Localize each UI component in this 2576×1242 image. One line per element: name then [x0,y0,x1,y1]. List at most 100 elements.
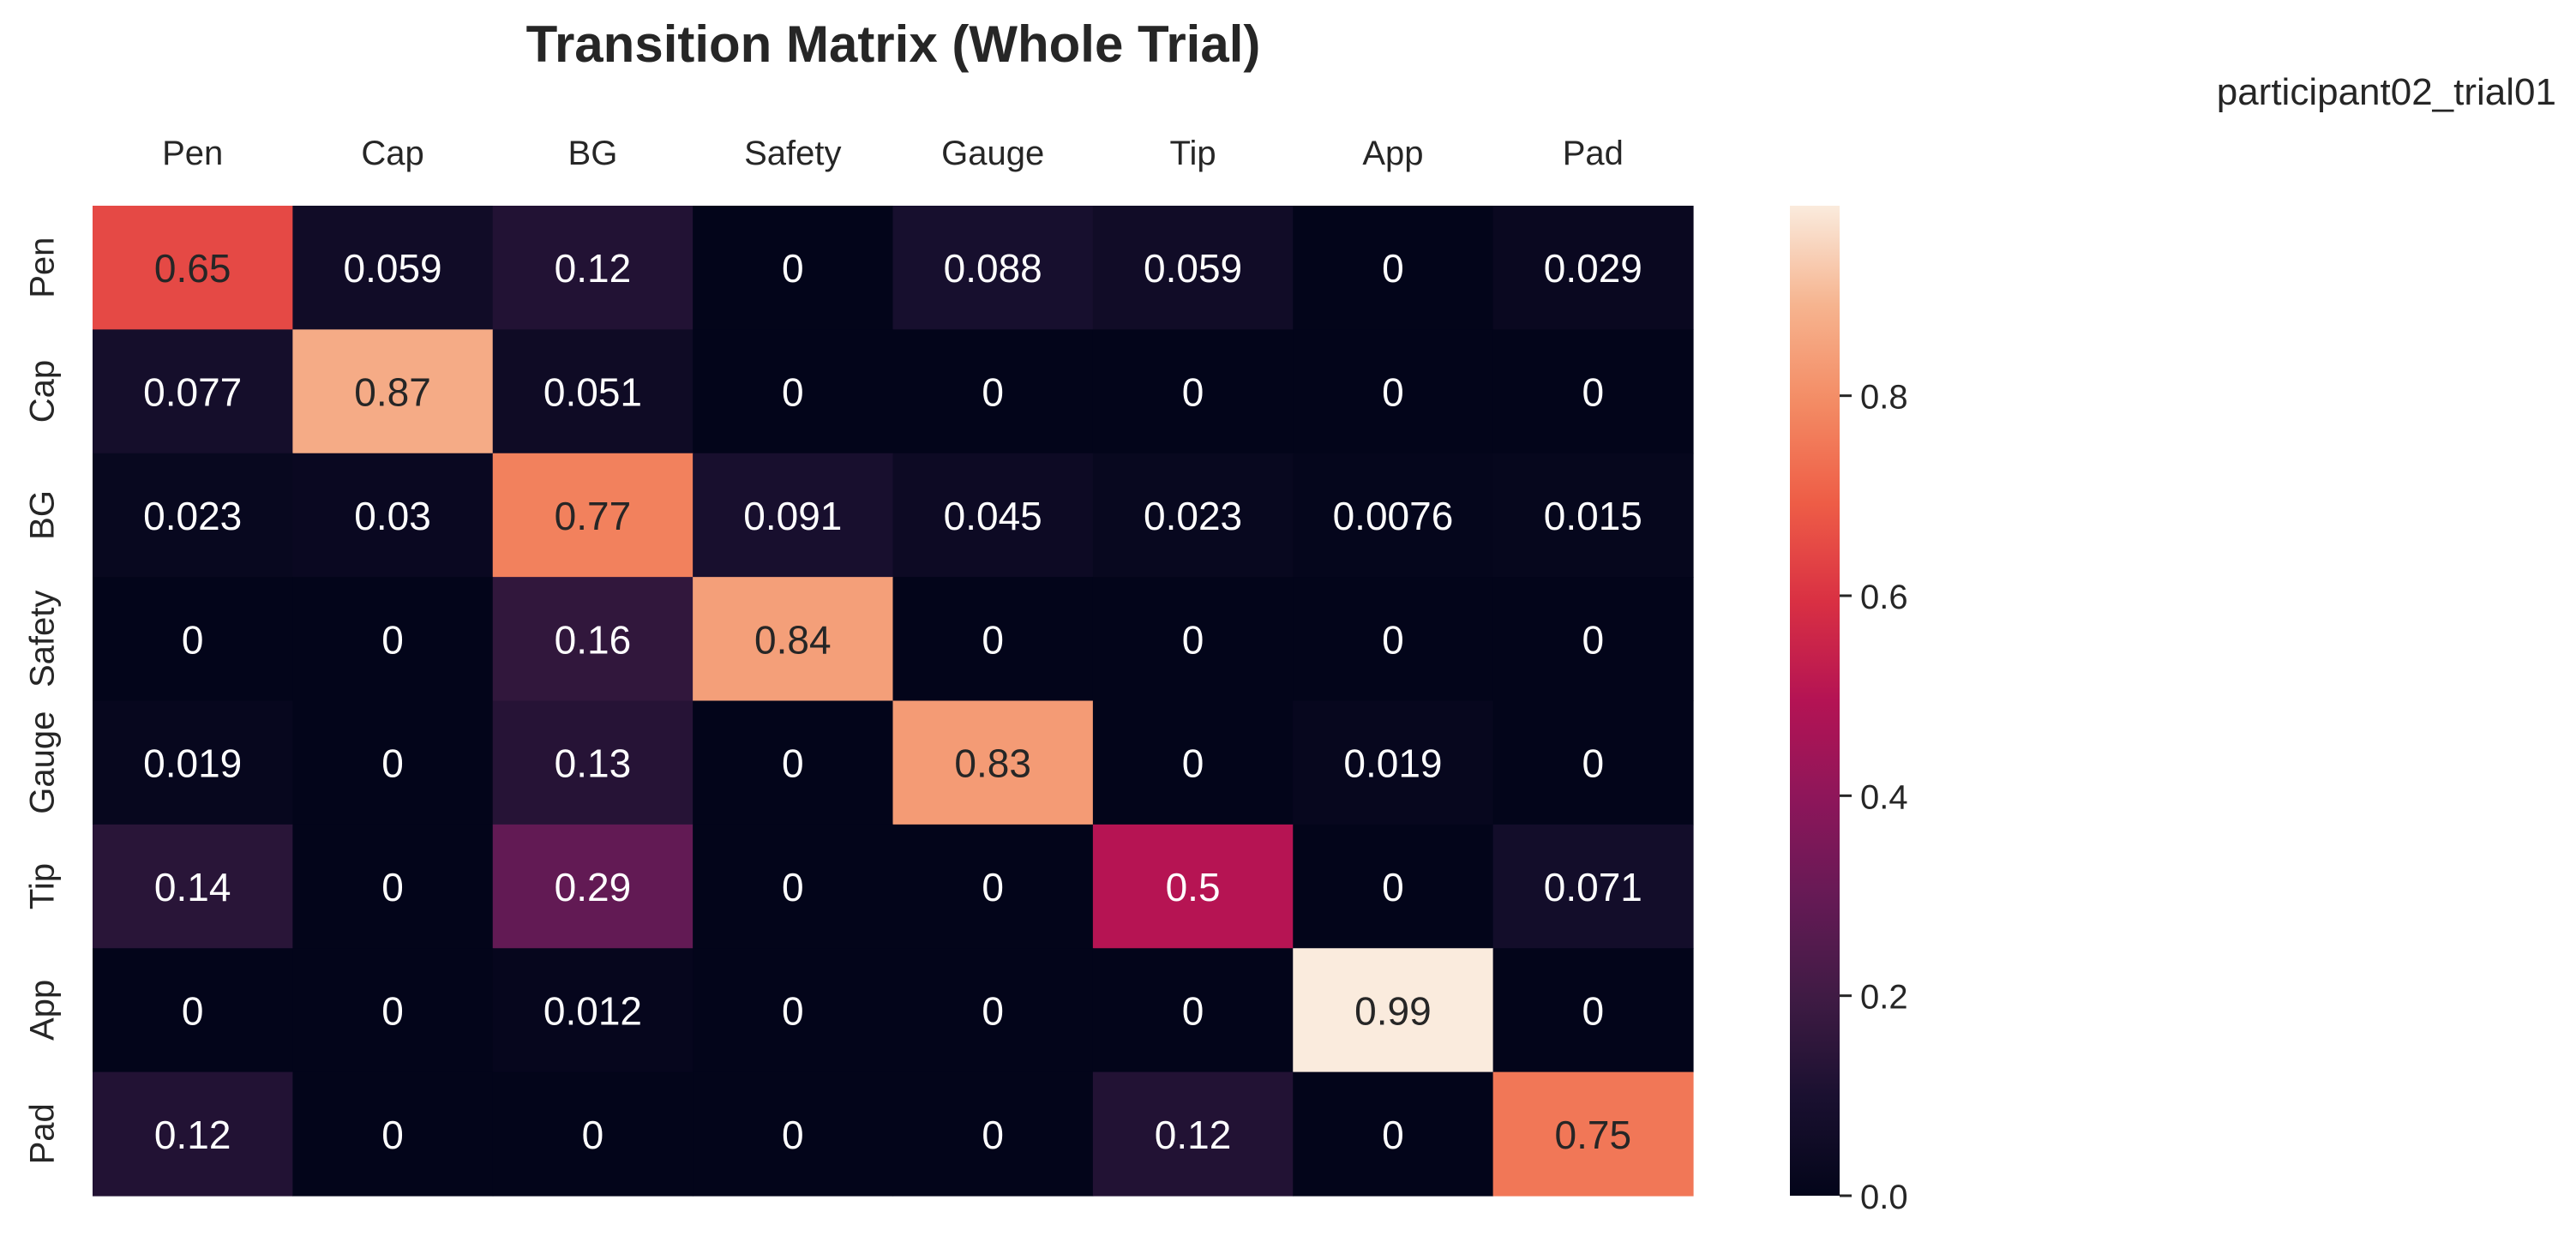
heatmap-cell [292,824,494,949]
heatmap-cell [492,700,694,825]
heatmap-cell [1293,206,1494,330]
cell-value-label: 0 [782,370,804,415]
heatmap-cell [93,1071,293,1197]
heatmap-cell [693,700,894,825]
row-tick-label: Cap [24,360,62,423]
cell-value-label: 0.99 [1354,988,1432,1033]
cell-value-label: 0.051 [543,370,642,415]
cell-value-label: 0 [182,988,204,1033]
heatmap-cell [1492,453,1694,578]
cell-value-label: 0 [982,1113,1004,1157]
heatmap-cell [292,329,494,454]
chart-title: Transition Matrix (Whole Trial) [526,15,1261,73]
heatmap-cell [1293,577,1494,702]
heatmap-cell [492,1071,694,1197]
heatmap-cell [492,329,694,454]
heatmap-cell [892,948,1094,1073]
column-tick-label: Tip [1170,135,1216,172]
colorbar-tick-label: 0.4 [1860,778,1908,816]
heatmap-cell [1492,700,1694,825]
cell-value-label: 0.029 [1544,246,1642,291]
heatmap-cell [1492,206,1694,330]
cell-value-label: 0 [1582,617,1605,662]
cell-value-label: 0 [1582,988,1605,1033]
heatmap-cell [1492,824,1694,949]
heatmap-cell [693,824,894,949]
heatmap-cell [93,824,293,949]
heatmap-cell [1293,1071,1494,1197]
cell-value-label: 0 [982,617,1004,662]
heatmap-cell [892,453,1094,578]
cell-value-label: 0 [381,865,404,909]
heatmap-cell [292,1071,494,1197]
cell-value-label: 0 [1182,988,1204,1033]
heatmap-cell [93,206,293,330]
cell-value-label: 0.023 [143,494,242,538]
heatmap-cell [1092,206,1294,330]
cell-value-label: 0.023 [1144,494,1242,538]
cell-value-label: 0.75 [1555,1113,1632,1157]
heatmap-cell [693,453,894,578]
row-tick-label: BG [24,490,62,540]
cell-value-label: 0 [1182,370,1204,415]
cell-value-label: 0.13 [555,741,632,786]
heatmap-cell [1092,329,1294,454]
heatmap-cell [492,453,694,578]
heatmap-cell [892,824,1094,949]
cell-value-label: 0.83 [954,741,1031,786]
cell-value-label: 0 [1382,246,1404,291]
colorbar: 0.0 0.2 0.4 0.6 0.8 [1790,206,1908,1216]
heatmap-cell [492,577,694,702]
heatmap-cell [292,948,494,1073]
heatmap-cell [1293,824,1494,949]
column-tick-label: Pad [1563,135,1624,172]
cell-value-label: 0.84 [754,617,832,662]
row-tick-label: Pad [24,1103,62,1164]
colorbar-tick-label: 0.2 [1860,979,1908,1017]
row-tick-label: Safety [24,591,62,687]
cell-value-label: 0.088 [944,246,1042,291]
heatmap-cell [693,329,894,454]
cell-value-label: 0.12 [154,1113,231,1157]
colorbar-gradient [1790,206,1840,1196]
column-tick-label: Pen [162,135,223,172]
cell-value-label: 0 [1382,617,1404,662]
cell-value-label: 0 [982,988,1004,1033]
heatmap-cell [1492,577,1694,702]
row-tick-label: Tip [24,863,62,909]
column-tick-labels: Pen Cap BG Safety Gauge Tip App Pad [162,135,1624,172]
heatmap-cell [292,577,494,702]
cell-value-label: 0.12 [555,246,632,291]
cell-value-label: 0.0076 [1333,494,1454,538]
cell-value-label: 0 [582,1113,604,1157]
cell-value-label: 0.059 [1144,246,1242,291]
participant-trial-label: participant02_trial01 [2217,71,2556,113]
cell-value-label: 0.12 [1155,1113,1232,1157]
heatmap-cell [892,700,1094,825]
cell-value-label: 0 [782,988,804,1033]
heatmap-cell [1492,329,1694,454]
colorbar-tick-label: 0.0 [1860,1179,1908,1216]
heatmap-cell [492,824,694,949]
heatmap-cell [492,948,694,1073]
cell-value-label: 0.015 [1544,494,1642,538]
heatmap-cell [1092,948,1294,1073]
cell-value-label: 0.77 [555,494,632,538]
cell-value-label: 0.5 [1166,865,1221,909]
row-tick-label: Pen [24,237,62,298]
heatmap-cell [1092,453,1294,578]
heatmap-cell [1092,577,1294,702]
heatmap-cell [93,577,293,702]
heatmap-cell [1293,700,1494,825]
cell-value-label: 0 [782,865,804,909]
cell-value-label: 0 [1582,741,1605,786]
cell-value-label: 0.077 [143,370,242,415]
heatmap-cell [693,577,894,702]
cell-value-label: 0 [381,988,404,1033]
cell-value-label: 0 [782,741,804,786]
row-tick-labels: Pen Cap BG Safety Gauge Tip App Pad [24,237,62,1165]
cell-value-label: 0 [381,617,404,662]
heatmap-cell [1492,948,1694,1073]
colorbar-tick-label: 0.8 [1860,379,1908,417]
